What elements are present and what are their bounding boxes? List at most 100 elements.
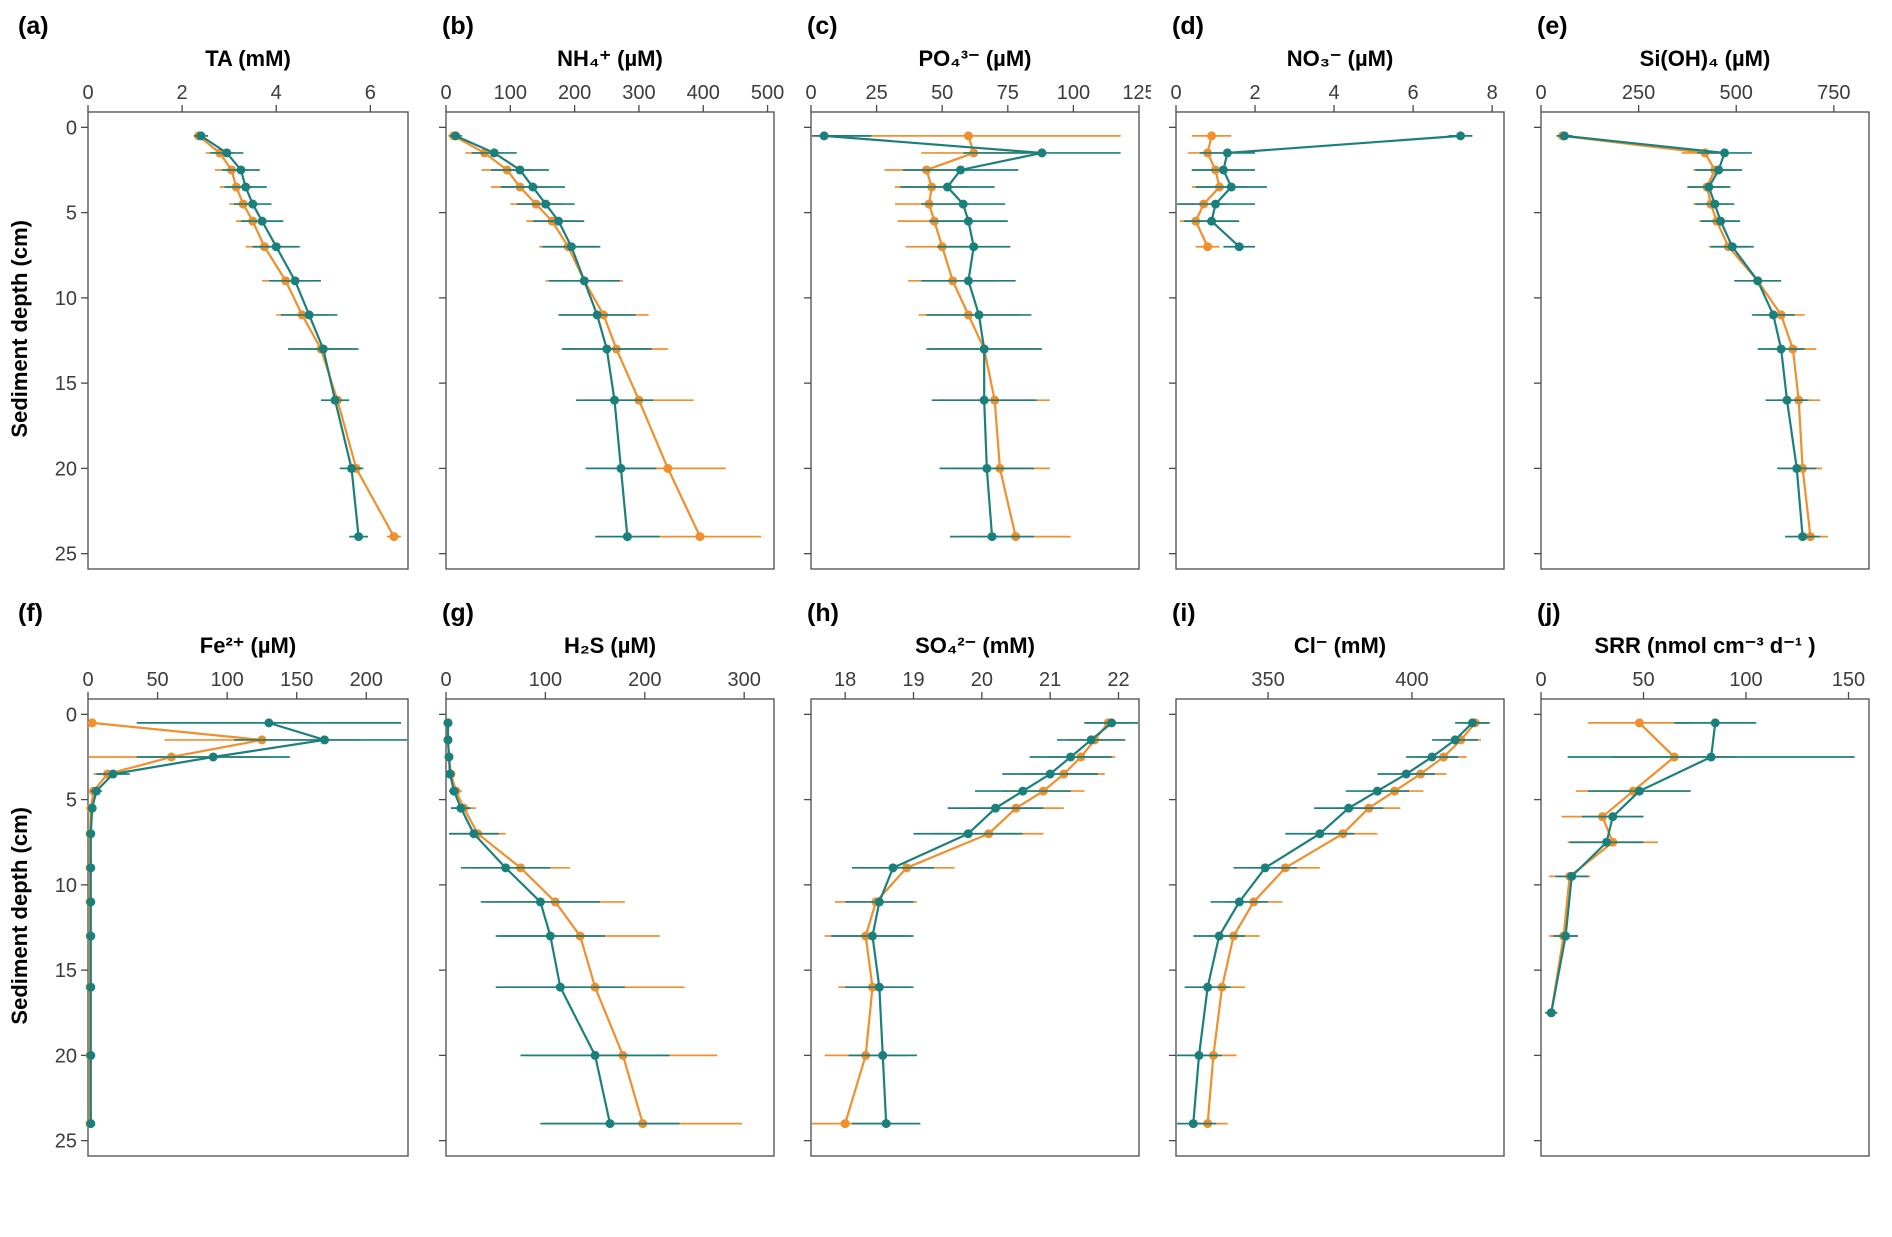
data-point	[590, 1050, 600, 1060]
x-tick-label: 6	[1408, 82, 1419, 104]
data-point	[987, 532, 997, 542]
plot-box	[1540, 111, 1870, 570]
series-teal	[193, 131, 368, 542]
data-point	[888, 863, 898, 873]
x-tick-label: 25	[865, 82, 887, 104]
profile-line	[1562, 134, 1812, 537]
x-axis: 0 50 100 150	[1535, 669, 1865, 699]
data-point	[86, 1050, 96, 1060]
x-tick-label: 0	[82, 669, 93, 691]
data-point	[554, 216, 564, 226]
profile-line	[197, 135, 395, 538]
data-point	[942, 182, 952, 192]
data-point	[1315, 829, 1325, 839]
data-point	[196, 131, 206, 141]
panel-b: (b) NH₄⁺ (µM) 0 100 200 300 400 500	[430, 12, 791, 581]
panel-j: (j) SRR (nmol cm⁻³ d⁻¹ ) 0 50 100 150	[1525, 599, 1886, 1168]
profile-line	[1564, 134, 1804, 537]
y-axis	[1169, 126, 1176, 555]
plot-box	[1540, 698, 1870, 1157]
plot-box	[445, 698, 775, 1157]
x-axis: 350 400	[1251, 669, 1429, 699]
y-axis	[439, 713, 446, 1142]
panel-j-letter: (j)	[1537, 599, 1561, 627]
data-point	[1194, 1050, 1204, 1060]
plot-box	[810, 698, 1140, 1157]
x-tick-label: 0	[1535, 82, 1546, 104]
series-orange	[448, 131, 762, 542]
x-tick-label: 100	[529, 669, 562, 691]
x-tick-label: 150	[280, 669, 313, 691]
data-point	[347, 463, 357, 473]
y-axis	[804, 126, 811, 555]
data-point	[840, 1119, 850, 1129]
data-point	[1260, 863, 1270, 873]
data-point	[86, 829, 96, 839]
x-tick-label: 50	[1632, 669, 1654, 691]
y-axis: 0 5 10 15 20 25	[55, 704, 88, 1153]
data-point	[622, 532, 632, 542]
data-point	[1218, 165, 1228, 175]
y-axis	[1534, 713, 1541, 1142]
y-tick-label: 15	[55, 960, 77, 982]
y-axis-label-row2: Sediment depth (cm)	[7, 806, 32, 1025]
series-orange	[193, 131, 401, 542]
data-point	[222, 148, 232, 158]
x-tick-label: 0	[440, 82, 451, 104]
panel-b-title: NH₄⁺ (µM)	[557, 46, 663, 71]
y-tick-label: 10	[55, 875, 77, 897]
x-tick-label: 500	[751, 82, 784, 104]
data-point	[241, 182, 251, 192]
data-point	[1706, 752, 1716, 762]
x-tick-label: 0	[805, 82, 816, 104]
y-tick-label: 5	[66, 790, 77, 812]
data-point	[1634, 718, 1644, 728]
data-point	[271, 242, 281, 252]
panel-a-letter: (a)	[18, 12, 49, 40]
series-teal	[831, 718, 1138, 1129]
profile-line	[844, 722, 1110, 1124]
y-tick-label: 20	[55, 1045, 77, 1067]
profile-line	[871, 722, 1113, 1124]
series-orange	[816, 131, 1121, 542]
x-tick-label: 400	[687, 82, 720, 104]
x-tick-label: 0	[440, 669, 451, 691]
x-axis: 0 100 200 300	[440, 669, 761, 699]
profile-line	[446, 722, 644, 1124]
data-point	[1798, 532, 1808, 542]
profile-line	[446, 722, 612, 1124]
y-tick-label: 10	[55, 288, 77, 310]
data-point	[1427, 752, 1437, 762]
panel-h: (h) SO₄²⁻ (mM) 18 19 20 21 22	[795, 599, 1156, 1168]
panel-c-chart: 0 25 50 75 100 125	[804, 82, 1151, 570]
data-point	[443, 718, 453, 728]
x-tick-label: 8	[1487, 82, 1498, 104]
data-point	[963, 131, 973, 141]
data-point	[1188, 1119, 1198, 1129]
profile-line	[200, 134, 360, 537]
data-point	[605, 1119, 615, 1129]
panel-c: (c) PO₄³⁻ (µM) 0 25 50 75 100 125	[795, 12, 1156, 581]
data-point	[330, 395, 340, 405]
data-point	[86, 863, 96, 873]
data-point	[1467, 718, 1477, 728]
x-tick-label: 21	[1039, 669, 1061, 691]
series-teal	[1545, 718, 1855, 1018]
x-tick-label: 4	[271, 82, 282, 104]
profile-line	[1192, 722, 1474, 1124]
x-tick-label: 200	[350, 669, 383, 691]
data-point	[991, 803, 1000, 813]
x-tick-label: 0	[1170, 82, 1181, 104]
series-orange	[85, 718, 360, 1129]
y-tick-label: 0	[66, 117, 77, 139]
data-point	[389, 532, 399, 542]
panel-i-letter: (i)	[1172, 599, 1196, 627]
x-tick-label: 50	[146, 669, 168, 691]
data-point	[1086, 735, 1096, 745]
panel-e: (e) Si(OH)₄ (µM) 0 250 500 750	[1525, 12, 1886, 581]
data-point	[1727, 242, 1737, 252]
data-point	[1602, 837, 1612, 847]
data-point	[1211, 199, 1221, 209]
x-tick-label: 300	[727, 669, 760, 691]
data-point	[108, 769, 118, 779]
